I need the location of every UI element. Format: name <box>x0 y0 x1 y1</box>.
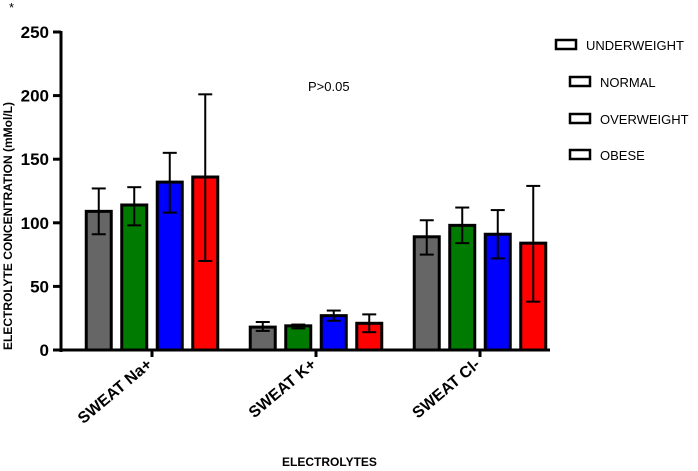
legend-item: OVERWEIGHT <box>568 112 689 127</box>
y-tick-label: 50 <box>30 277 49 296</box>
annotation-p-value: P>0.05 <box>308 79 350 94</box>
legend-item: OBESE <box>568 148 645 163</box>
y-tick-label: 200 <box>21 87 49 106</box>
bars <box>84 93 548 352</box>
bar <box>120 203 149 352</box>
legend-label: NORMAL <box>600 75 656 90</box>
bar <box>284 324 313 352</box>
corner-mark: * <box>9 0 14 15</box>
legend-item: NORMAL <box>568 75 656 90</box>
legend-label: OVERWEIGHT <box>600 112 689 127</box>
legend-label: UNDERWEIGHT <box>586 38 684 53</box>
y-tick-label: 100 <box>21 214 49 233</box>
legend-swatch <box>568 75 592 88</box>
x-tick-label: SWEAT Cl- <box>410 356 484 422</box>
bar <box>412 235 441 352</box>
y-tick-label: 250 <box>21 23 49 42</box>
legend: UNDERWEIGHT NORMAL OVERWEIGHT OBESE <box>554 38 689 163</box>
x-tick-label: SWEAT K+ <box>246 356 320 422</box>
x-axis: SWEAT Na+ SWEAT K+ SWEAT Cl- <box>61 348 550 427</box>
legend-item: UNDERWEIGHT <box>554 38 684 53</box>
y-tick-label: 150 <box>21 150 49 169</box>
y-axis: 0 50 100 150 200 250 <box>21 23 63 360</box>
legend-label: OBESE <box>600 148 645 163</box>
bar <box>448 223 477 352</box>
y-axis-label: ELECTROLYTE CONCENTRATION (mMol/L) <box>1 102 15 350</box>
x-axis-label: ELECTROLYTES <box>282 455 377 469</box>
y-tick-label: 0 <box>40 341 49 360</box>
x-tick-label: SWEAT Na+ <box>75 356 156 427</box>
legend-swatch <box>554 38 578 51</box>
legend-swatch <box>568 112 592 125</box>
legend-swatch <box>568 148 592 161</box>
